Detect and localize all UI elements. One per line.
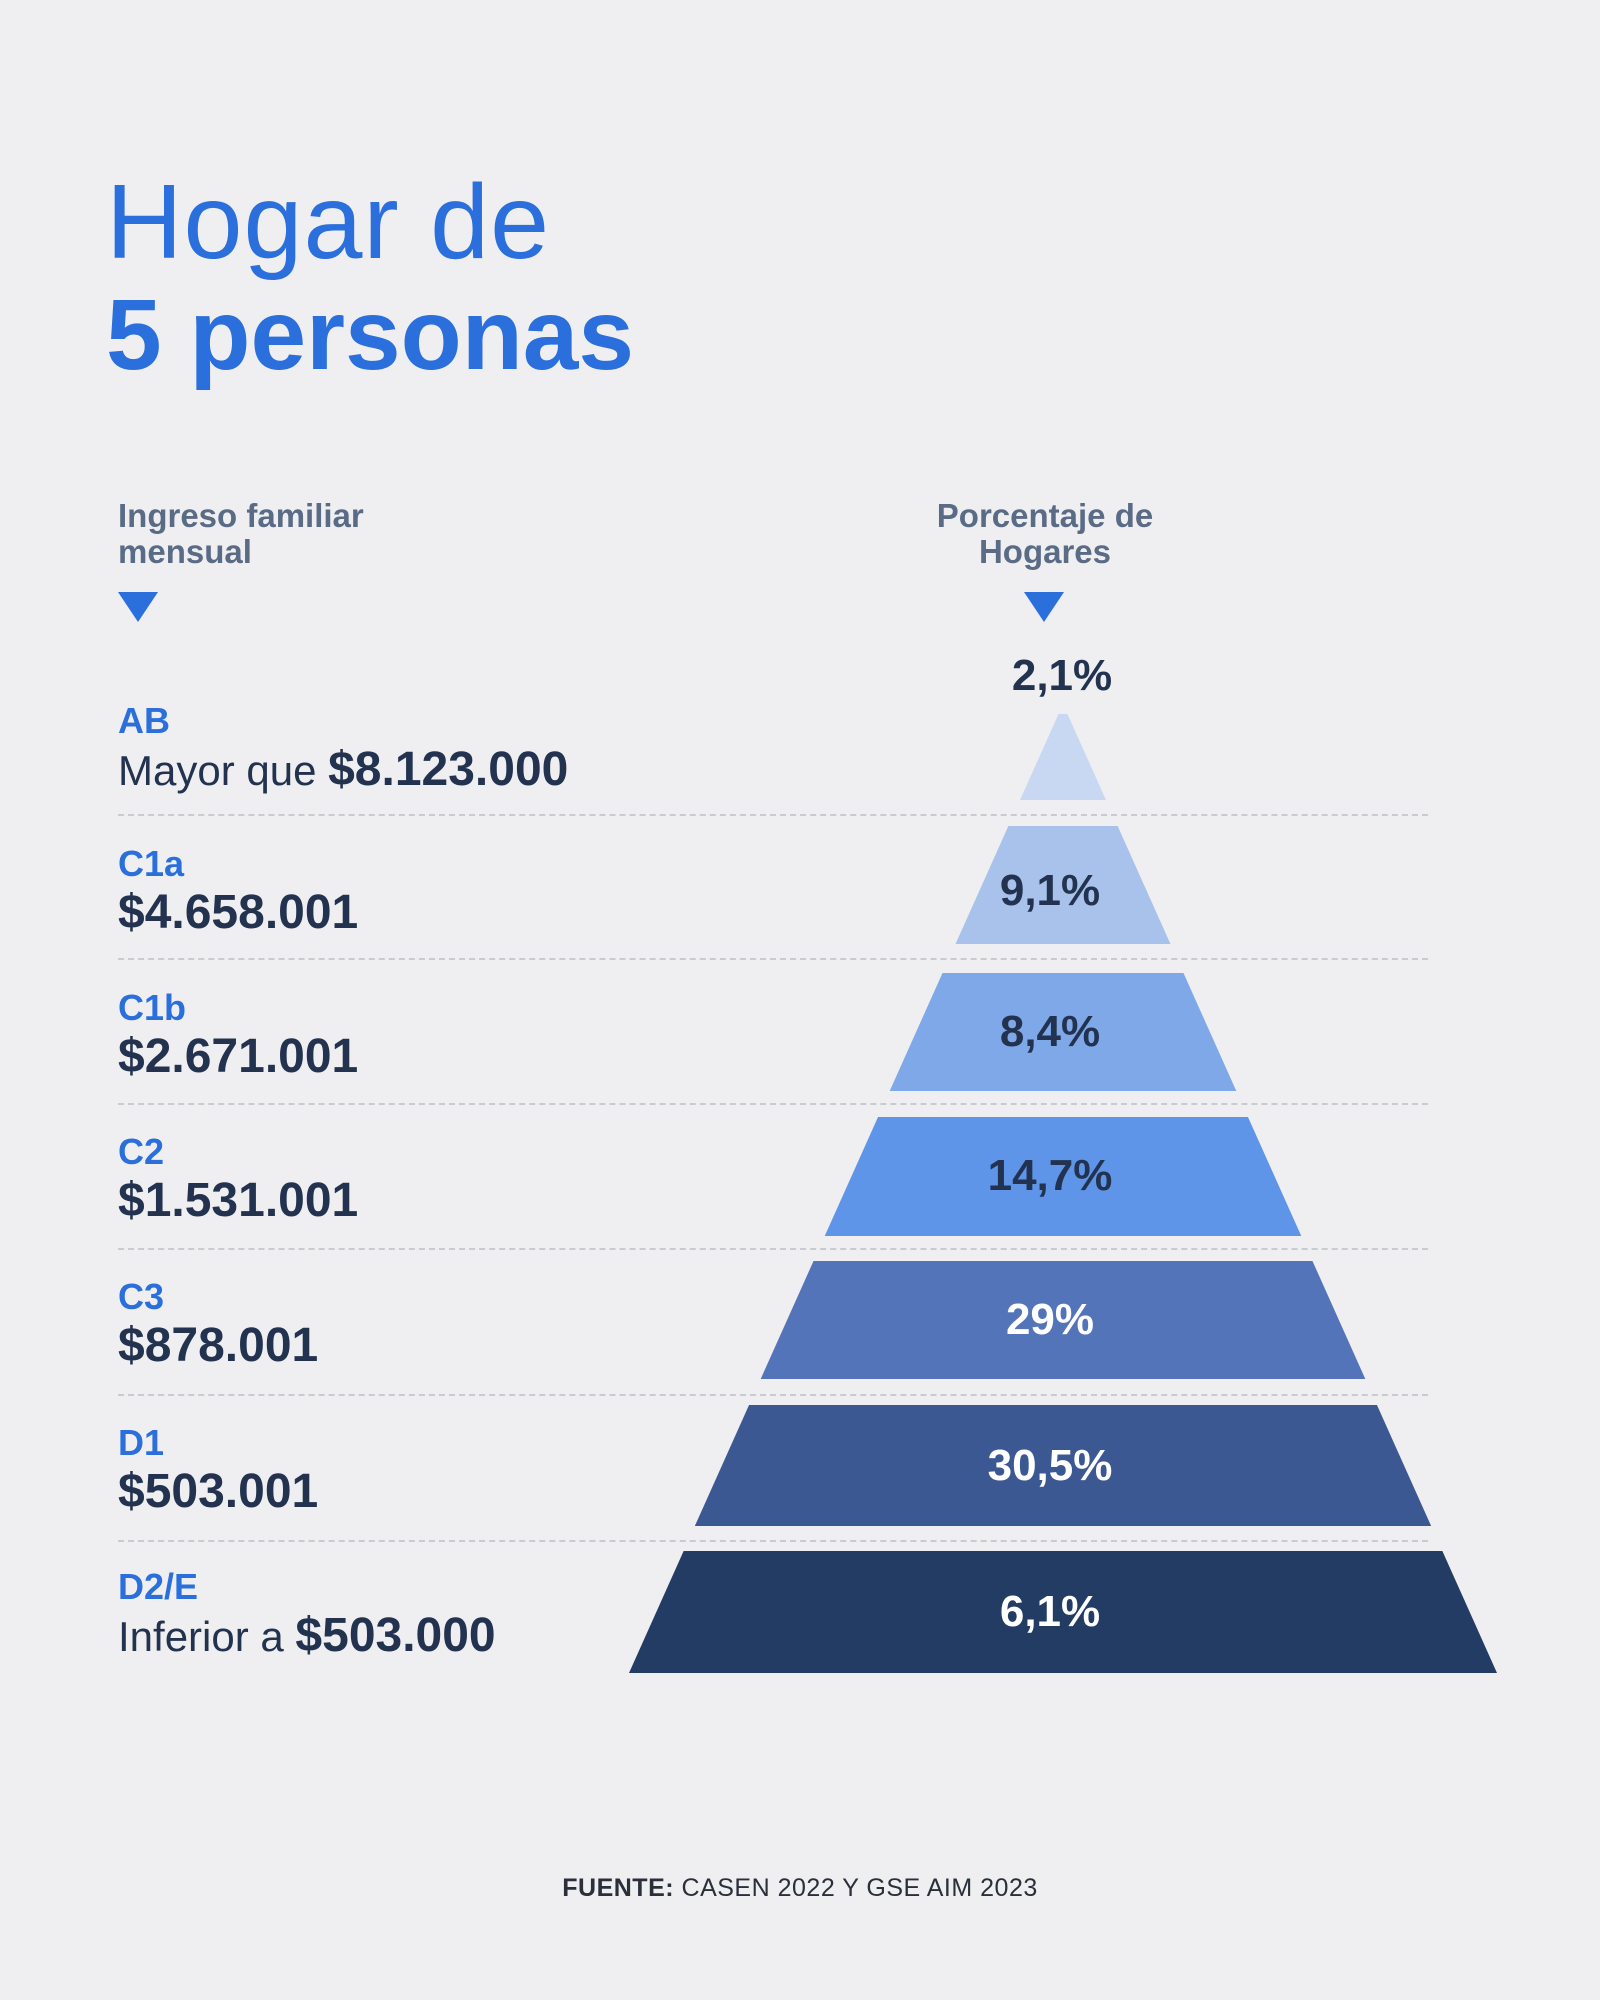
row-divider <box>118 1540 1428 1542</box>
percent-label: 14,7% <box>988 1151 1113 1200</box>
segment-code: C1a <box>118 843 185 884</box>
segment-code: D2/E <box>118 1566 199 1607</box>
segment-income: $4.658.001 <box>118 885 358 940</box>
percent-label: 30,5% <box>988 1441 1113 1490</box>
pyramid-band <box>824 1117 1302 1236</box>
down-arrow-icon <box>1024 592 1064 622</box>
segment-code: AB <box>118 700 170 741</box>
pyramid-band <box>694 1405 1432 1526</box>
income-amount: $8.123.000 <box>328 743 569 796</box>
income-column-header: Ingreso familiar mensual <box>118 498 364 570</box>
segment-income: $503.001 <box>118 1464 318 1519</box>
segment-code: C2 <box>118 1131 165 1172</box>
percent-column-header: Porcentaje de Hogares <box>890 498 1200 570</box>
down-arrow-icon <box>118 592 158 622</box>
segment-code: D1 <box>118 1422 165 1463</box>
income-header-line1: Ingreso familiar <box>118 497 364 534</box>
segment-income: $1.531.001 <box>118 1173 358 1228</box>
page-title-line2: 5 personas <box>106 279 635 391</box>
income-amount: $2.671.001 <box>118 1030 359 1083</box>
percent-header-line2: Hogares <box>978 533 1112 570</box>
row-divider <box>118 1103 1428 1105</box>
segment-code: C3 <box>118 1276 165 1317</box>
percent-label: 2,1% <box>1012 651 1112 700</box>
source-text: CASEN 2022 Y GSE AIM 2023 <box>674 1874 1038 1902</box>
income-header-line2: mensual <box>118 533 252 570</box>
percent-label: 8,4% <box>1000 1007 1100 1056</box>
row-divider <box>118 958 1428 960</box>
pyramid-band <box>629 1551 1497 1673</box>
percent-header-line1: Porcentaje de <box>936 497 1154 534</box>
income-amount: $503.001 <box>118 1465 319 1518</box>
percent-label: 29% <box>1006 1295 1094 1344</box>
income-prefix: Inferior a <box>118 1613 296 1660</box>
row-divider <box>118 814 1428 816</box>
pyramid-band <box>760 1261 1366 1379</box>
segment-income: Mayor que $8.123.000 <box>118 742 568 797</box>
row-divider <box>118 1248 1428 1250</box>
pyramid-band <box>889 973 1237 1091</box>
segment-income: $878.001 <box>118 1318 318 1373</box>
segment-code: C1b <box>118 987 187 1028</box>
pyramid-band <box>1020 714 1106 800</box>
income-amount: $878.001 <box>118 1319 319 1372</box>
page-title-line1: Hogar de <box>106 163 551 281</box>
source-label: FUENTE: <box>562 1874 675 1902</box>
percent-label: 6,1% <box>1000 1587 1100 1636</box>
income-amount: $1.531.001 <box>118 1174 359 1227</box>
segment-income: $2.671.001 <box>118 1029 358 1084</box>
income-amount: $503.000 <box>295 1609 496 1662</box>
pyramid-band <box>955 826 1171 944</box>
row-divider <box>118 1394 1428 1396</box>
percent-label: 9,1% <box>1000 866 1100 915</box>
source-note: FUENTE: CASEN 2022 Y GSE AIM 2023 <box>0 1874 1600 1903</box>
income-amount: $4.658.001 <box>118 886 359 939</box>
segment-income: Inferior a $503.000 <box>118 1608 496 1663</box>
income-prefix: Mayor que <box>118 747 329 794</box>
